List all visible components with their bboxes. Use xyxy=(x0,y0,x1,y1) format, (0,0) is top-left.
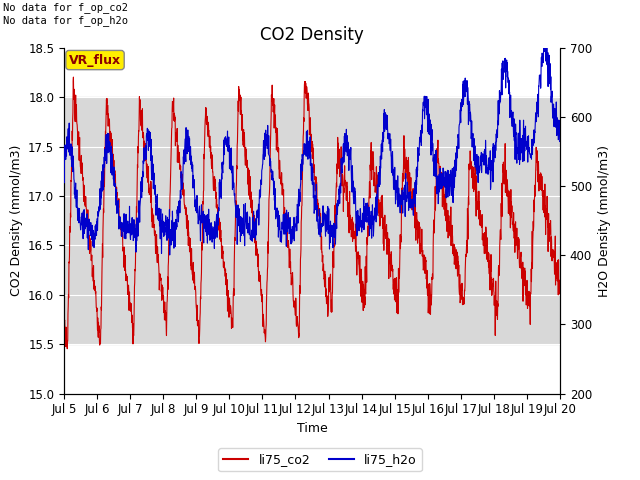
Bar xyxy=(64,97,560,344)
Y-axis label: H2O Density (mmol/m3): H2O Density (mmol/m3) xyxy=(598,145,611,297)
Legend: li75_co2, li75_h2o: li75_co2, li75_h2o xyxy=(218,448,422,471)
Text: VR_flux: VR_flux xyxy=(69,54,121,67)
Text: No data for f_op_co2
No data for f_op_h2o: No data for f_op_co2 No data for f_op_h2… xyxy=(3,2,128,26)
Y-axis label: CO2 Density (mmol/m3): CO2 Density (mmol/m3) xyxy=(10,145,22,297)
Title: CO2 Density: CO2 Density xyxy=(260,25,364,44)
X-axis label: Time: Time xyxy=(296,422,328,435)
